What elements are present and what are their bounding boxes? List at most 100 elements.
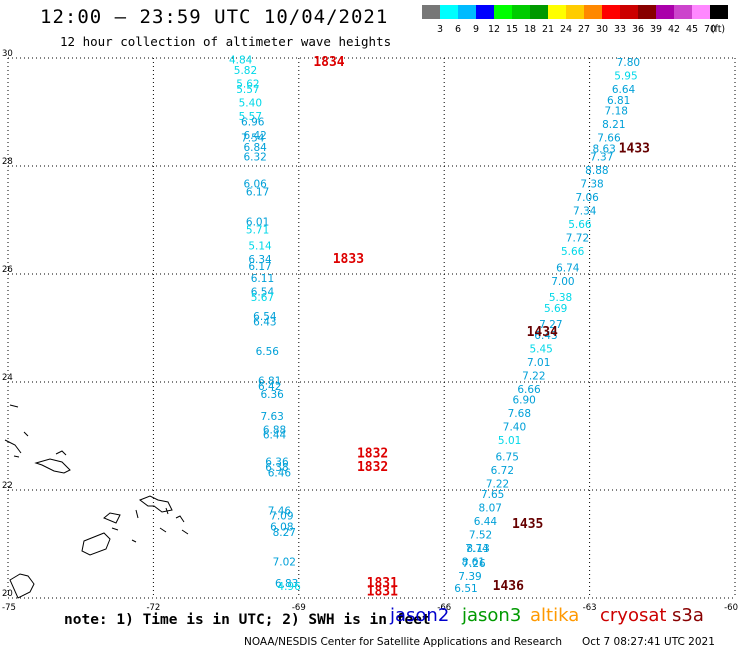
swh-value: 6.11: [251, 273, 274, 285]
swh-value: 5.67: [251, 292, 274, 304]
swh-value: 7.26: [462, 558, 486, 570]
scale-tick-label: 70: [704, 24, 716, 35]
swh-value: 6.42: [258, 381, 281, 393]
swh-value: 6.01: [246, 216, 269, 228]
swh-value: 6.83: [275, 578, 298, 590]
coastline: [4, 404, 189, 599]
scale-tick-label: 36: [632, 24, 644, 35]
scale-tick-label: 18: [524, 24, 536, 35]
scale-swatch: [602, 5, 620, 19]
satellite-label-jason3: jason3: [462, 605, 522, 626]
scale-tick-label: 15: [506, 24, 518, 35]
swh-value: 7.80: [617, 57, 640, 69]
scale-tick-label: 33: [614, 24, 626, 35]
swh-value: 8.88: [585, 165, 608, 177]
swh-value: 5.40: [239, 98, 262, 110]
scale-tick-label: 21: [542, 24, 554, 35]
swh-value: 6.81: [607, 95, 630, 107]
swh-value: 6.38: [265, 462, 288, 474]
chart-subtitle: 12 hour collection of altimeter wave hei…: [60, 34, 392, 49]
swh-value: 6.08: [270, 522, 293, 534]
lat-tick-label: 20: [2, 589, 13, 599]
swh-value: 7.39: [458, 571, 481, 583]
scale-swatch: [638, 5, 656, 19]
swh-value: 7.02: [273, 557, 296, 569]
scale-tick-label: 6: [455, 24, 461, 35]
swh-value: 7.37: [590, 152, 613, 164]
swh-value: 7.68: [508, 408, 531, 420]
scale-swatch: [674, 5, 692, 19]
scale-tick-label: 27: [578, 24, 590, 35]
scale-swatch: [584, 5, 602, 19]
lon-tick-label: -72: [146, 603, 160, 610]
swh-value: 7.65: [481, 489, 504, 501]
swh-value: 5.57: [236, 84, 259, 96]
lon-tick-label: -60: [724, 603, 738, 610]
scale-swatch: [620, 5, 638, 19]
scale-tick-label: 42: [668, 24, 680, 35]
swh-value: 7.38: [580, 179, 603, 191]
swh-value: 6.64: [612, 84, 636, 96]
swh-value: 6.32: [243, 152, 266, 164]
swh-value: 6.06: [243, 179, 267, 191]
scale-swatch: [548, 5, 566, 19]
scale-tick-label: 39: [650, 24, 662, 35]
swh-value: 7.63: [260, 411, 283, 423]
swh-value: 5.66: [561, 246, 585, 258]
wave-height-map: 30 28 26 24 22 20 -75 -72 -69 -66 -63 -60 4.845.82 5…: [2, 49, 738, 610]
swh-value: 7.34: [573, 206, 597, 218]
pass-time-label: 1831: [367, 584, 398, 599]
scale-swatch: [512, 5, 530, 19]
scale-swatch: [458, 5, 476, 19]
scale-swatch: [656, 5, 674, 19]
swh-value: 6.54: [251, 287, 275, 299]
swh-value: 4.96: [277, 581, 301, 593]
swh-value: 8.27: [273, 527, 296, 539]
pass-time-label: 1833: [333, 252, 364, 267]
swh-value: 7.27: [539, 319, 562, 331]
swh-value: 6.81: [258, 376, 281, 388]
lat-tick-label: 22: [2, 481, 13, 491]
satellite-label-s3a: s3a: [672, 605, 704, 626]
pass-time-label: 1436: [493, 579, 524, 594]
swh-value: 5.69: [544, 303, 567, 315]
swh-value: 7.66: [597, 133, 621, 145]
scale-swatch: [440, 5, 458, 19]
swh-value: 7.46: [268, 505, 292, 517]
swh-value: 5.38: [549, 292, 572, 304]
swh-value: 5.01: [498, 435, 521, 447]
swh-value: 7.01: [527, 357, 550, 369]
swh-value: 6.17: [248, 261, 271, 273]
swh-value: 8.63: [592, 144, 615, 156]
lat-tick-label: 26: [2, 265, 13, 275]
lat-lon-grid: 30 28 26 24 22 20 -75 -72 -69 -66 -63 -60: [2, 49, 738, 610]
track-right-values: 7.80 5.956.646.817.188.21 7.668.637.378.88…: [454, 57, 640, 595]
swh-value: 6.46: [268, 468, 292, 480]
scale-unit: (ft): [711, 24, 725, 35]
scale-tick-label: 30: [596, 24, 608, 35]
swh-value: 5.45: [529, 343, 552, 355]
generated-timestamp: Oct 7 08:27:41 UTC 2021: [582, 636, 715, 648]
swh-value: 6.90: [512, 395, 535, 407]
swh-value: 6.74: [556, 262, 580, 274]
swh-value: 6.66: [517, 384, 541, 396]
lon-tick-label: -66: [437, 603, 451, 610]
scale-swatch: [710, 5, 728, 19]
swh-value: 7.09: [270, 511, 293, 523]
satellite-label-altika: altika: [530, 605, 580, 626]
scale-tick-label: 45: [686, 24, 698, 35]
pass-time-label: 1832: [357, 447, 388, 462]
swh-value: 8.61: [462, 557, 485, 569]
scale-swatch: [566, 5, 584, 19]
scale-swatch: [494, 5, 512, 19]
scale-tick-label: 3: [437, 24, 443, 35]
pass-time-label: 1831: [367, 576, 398, 591]
footnote: note: 1) Time is in UTC; 2) SWH is in fe…: [64, 612, 431, 628]
swh-value: 5.14: [248, 241, 272, 253]
swh-value: 6.54: [253, 311, 277, 323]
scale-tick-label: 24: [560, 24, 572, 35]
swh-value: 8.21: [602, 119, 625, 131]
pass-time-label: 1433: [619, 142, 650, 157]
scale-swatch: [422, 5, 440, 19]
